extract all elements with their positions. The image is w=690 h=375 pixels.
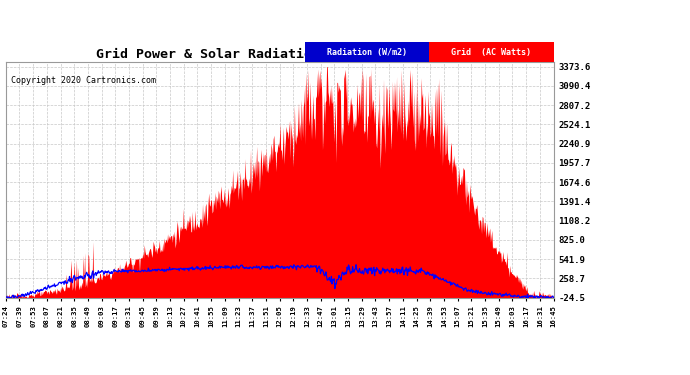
Text: Grid  (AC Watts): Grid (AC Watts) — [451, 48, 531, 57]
Text: Copyright 2020 Cartronics.com: Copyright 2020 Cartronics.com — [11, 76, 156, 85]
Title: Grid Power & Solar Radiation  Sun Jan 19 16:51: Grid Power & Solar Radiation Sun Jan 19 … — [96, 48, 464, 61]
Text: Radiation (W/m2): Radiation (W/m2) — [327, 48, 407, 57]
